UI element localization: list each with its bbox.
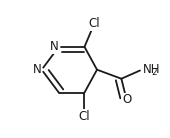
Text: Cl: Cl xyxy=(89,17,100,30)
Text: Cl: Cl xyxy=(79,110,90,123)
Text: O: O xyxy=(122,93,131,107)
Text: N: N xyxy=(50,40,59,53)
Text: NH: NH xyxy=(143,63,161,76)
Text: 2: 2 xyxy=(151,68,157,77)
Text: N: N xyxy=(33,63,42,76)
